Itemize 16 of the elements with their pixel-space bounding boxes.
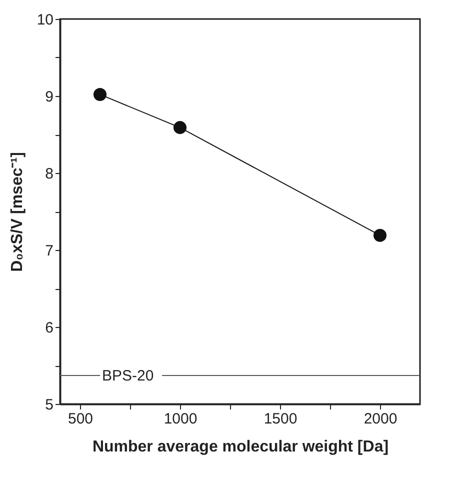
y-tick-label: 8 [45, 166, 54, 182]
x-tick-label: 500 [68, 410, 94, 428]
y-axis-title: D₀xS/V [msec⁻¹] [8, 152, 26, 272]
y-tick-label: 6 [45, 320, 54, 336]
x-tick-label: 1500 [264, 410, 298, 428]
y-tick-label: 9 [45, 88, 54, 106]
point [373, 228, 387, 242]
x-tick-label: 1000 [164, 410, 198, 428]
x-axis-title: Number average molecular weight [Da] [92, 438, 389, 456]
y-tick-label: 10 [36, 12, 54, 28]
ref-line-label: BPS-20 [102, 368, 154, 385]
point [173, 121, 187, 134]
x-tick-label: 2000 [364, 410, 398, 428]
y-tick-label: 5 [45, 396, 54, 414]
point [93, 88, 107, 101]
y-tick-label: 7 [45, 242, 54, 260]
